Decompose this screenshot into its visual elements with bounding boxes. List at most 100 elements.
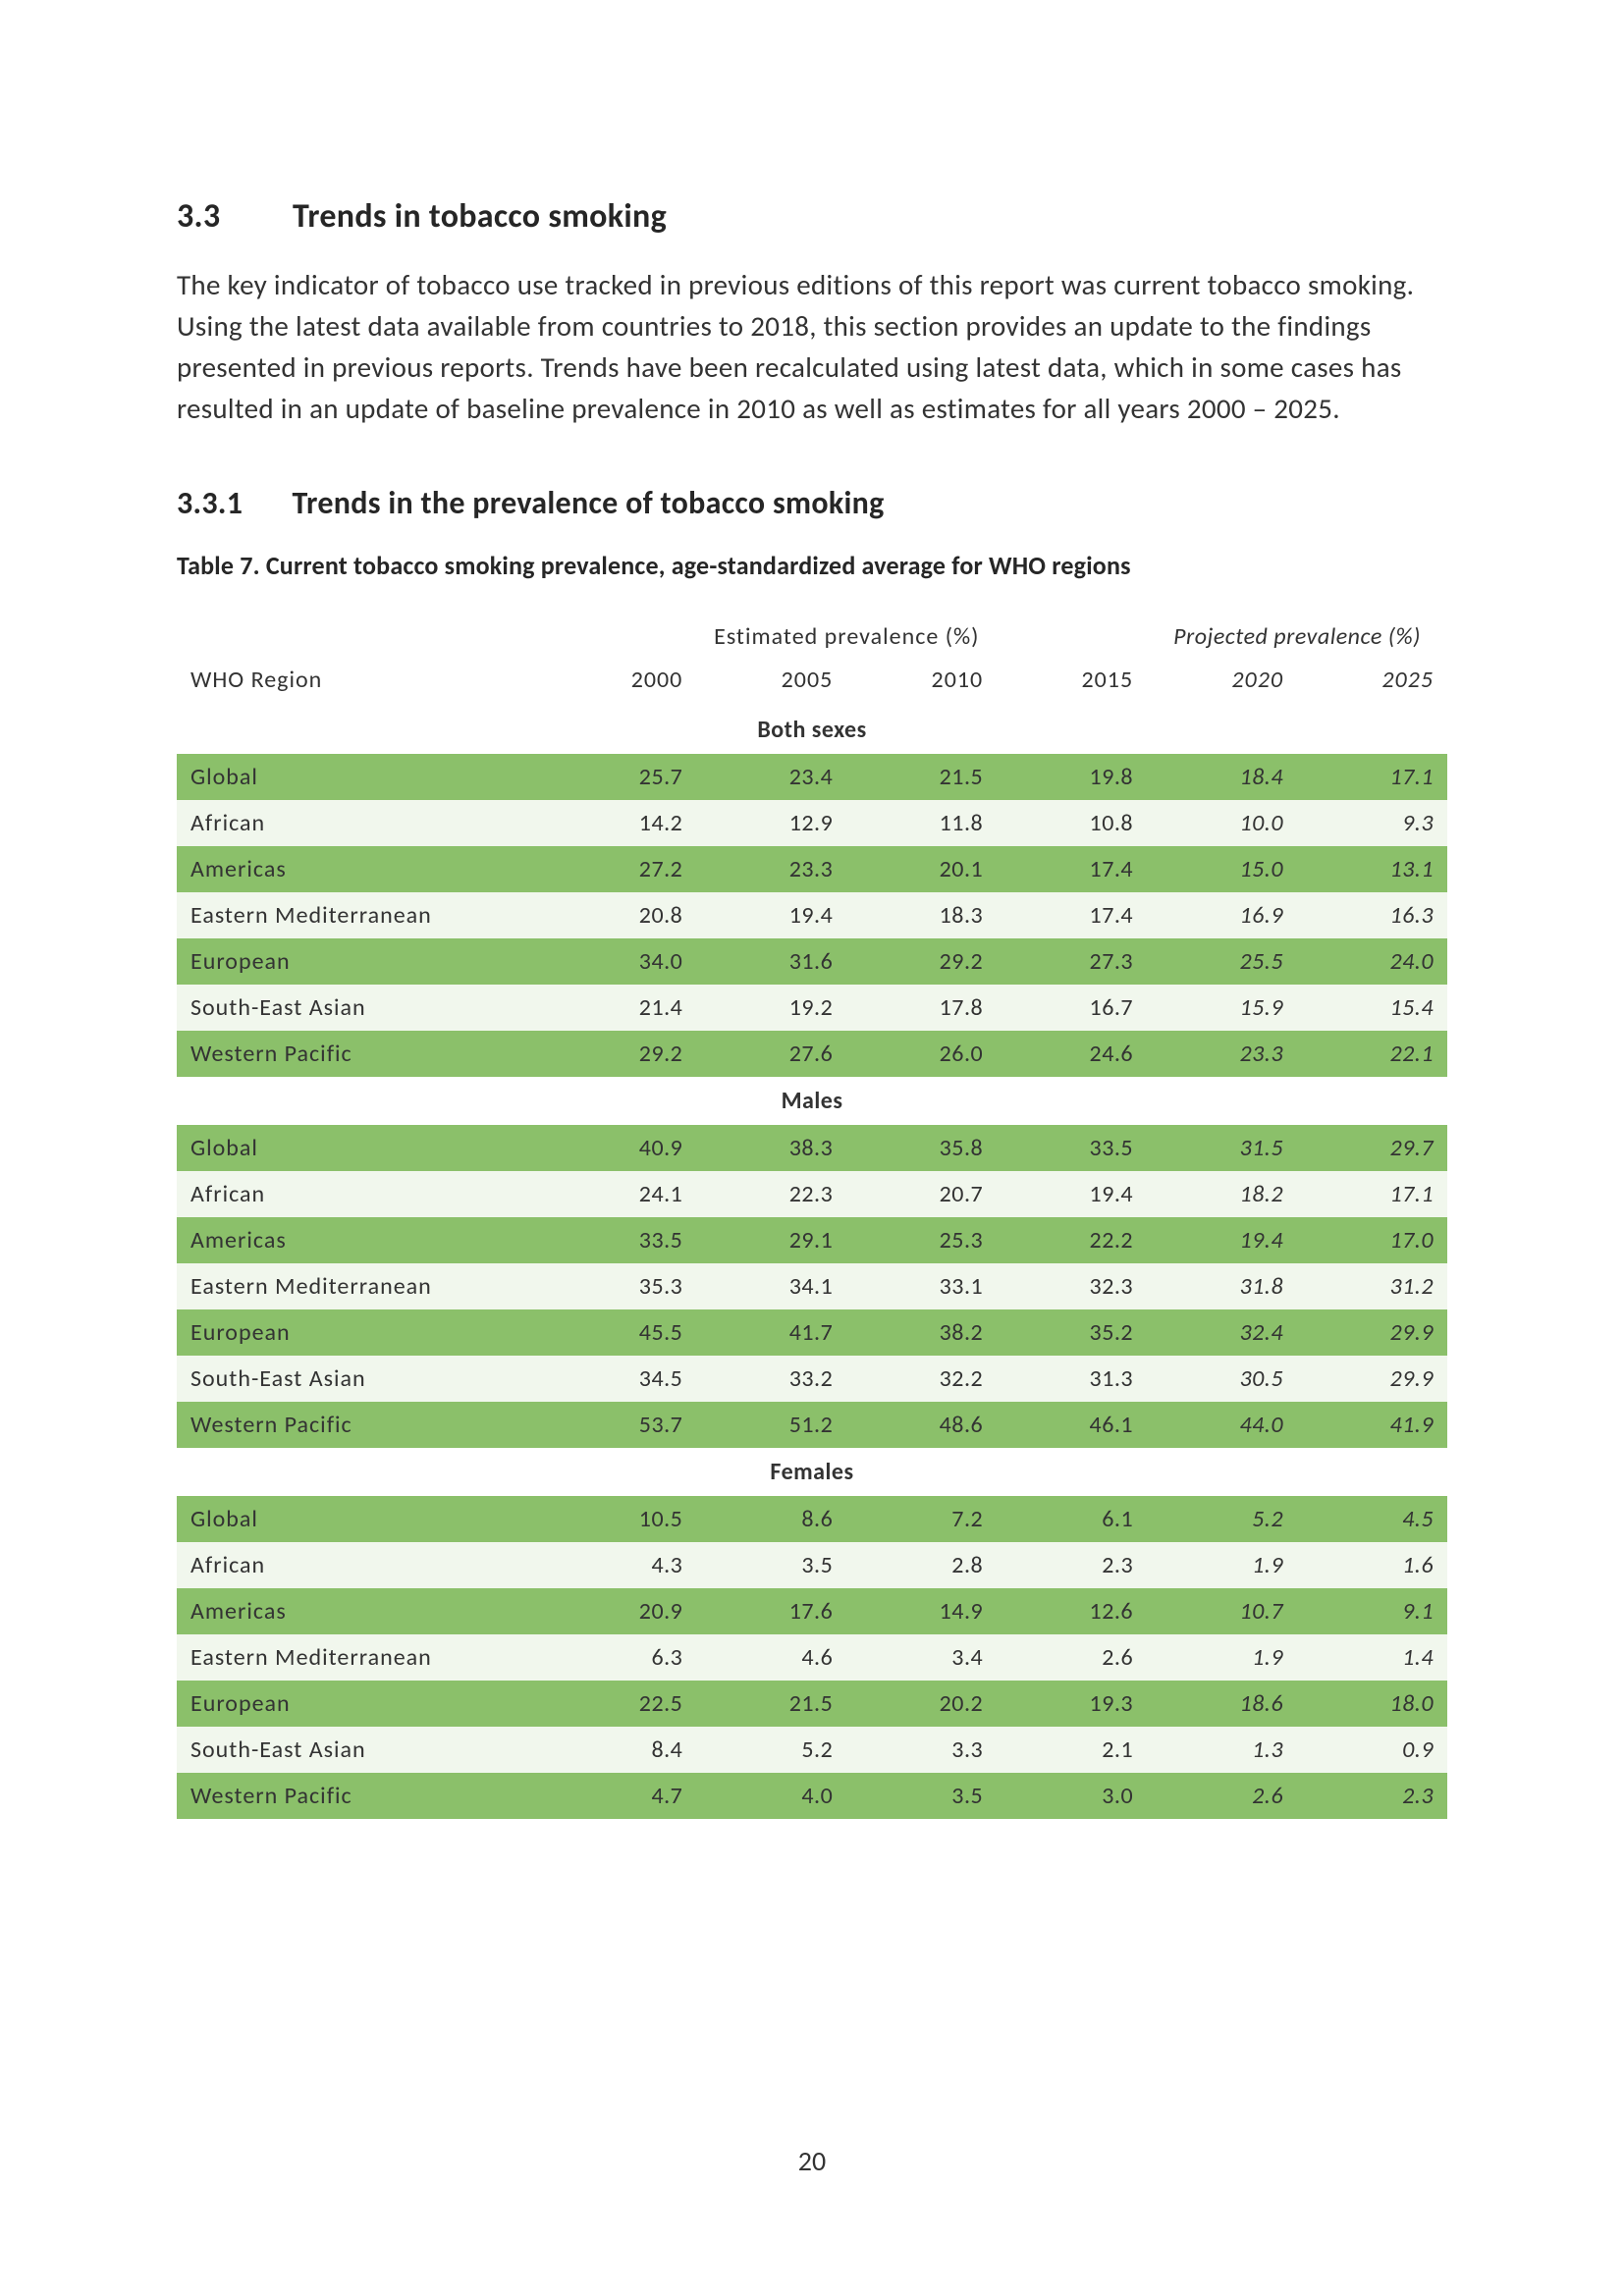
table-cell-value: 20.1 <box>846 846 997 892</box>
table-cell-region: European <box>177 938 546 985</box>
table-cell-value: 34.1 <box>696 1263 846 1309</box>
table-row: South-East Asian34.533.232.231.330.529.9 <box>177 1356 1447 1402</box>
table-cell-region: Global <box>177 754 546 800</box>
table-cell-value: 23.3 <box>696 846 846 892</box>
table-cell-region: Global <box>177 1496 546 1542</box>
table-cell-value: 51.2 <box>696 1402 846 1448</box>
table-row: Western Pacific4.74.03.53.02.62.3 <box>177 1773 1447 1819</box>
table-row: European22.521.520.219.318.618.0 <box>177 1681 1447 1727</box>
table-row: Global25.723.421.519.818.417.1 <box>177 754 1447 800</box>
table-cell-value-projected: 18.6 <box>1147 1681 1297 1727</box>
table-cell-value-projected: 30.5 <box>1147 1356 1297 1402</box>
table-group-header-row: Estimated prevalence (%) Projected preva… <box>177 605 1447 657</box>
table-cell-value: 20.2 <box>846 1681 997 1727</box>
table-cell-value: 22.5 <box>546 1681 696 1727</box>
table-year-2025: 2025 <box>1297 657 1447 706</box>
table-cell-value-projected: 9.1 <box>1297 1588 1447 1634</box>
table-cell-value-projected: 17.1 <box>1297 754 1447 800</box>
table-cell-value-projected: 24.0 <box>1297 938 1447 985</box>
table-cell-value: 12.9 <box>696 800 846 846</box>
table-year-2015: 2015 <box>997 657 1147 706</box>
table-region-header: WHO Region <box>177 657 546 706</box>
table-cell-value: 17.4 <box>997 846 1147 892</box>
table-cell-value-projected: 17.0 <box>1297 1217 1447 1263</box>
table-cell-value-projected: 4.5 <box>1297 1496 1447 1542</box>
table-cell-value: 12.6 <box>997 1588 1147 1634</box>
table-row: Western Pacific53.751.248.646.144.041.9 <box>177 1402 1447 1448</box>
table-cell-value-projected: 15.9 <box>1147 985 1297 1031</box>
table-cell-region: European <box>177 1309 546 1356</box>
table-cell-value: 32.2 <box>846 1356 997 1402</box>
table-cell-region: Western Pacific <box>177 1031 546 1077</box>
table-cell-value: 25.7 <box>546 754 696 800</box>
table-cell-value: 35.2 <box>997 1309 1147 1356</box>
table-cell-value: 17.4 <box>997 892 1147 938</box>
table-section-label: Males <box>177 1077 1447 1125</box>
table-cell-value: 53.7 <box>546 1402 696 1448</box>
table-row: African4.33.52.82.31.91.6 <box>177 1542 1447 1588</box>
table-cell-value: 35.8 <box>846 1125 997 1171</box>
table-cell-region: Eastern Mediterranean <box>177 1634 546 1681</box>
table-cell-value: 24.1 <box>546 1171 696 1217</box>
table-row: Global10.58.67.26.15.24.5 <box>177 1496 1447 1542</box>
table-cell-value: 33.5 <box>546 1217 696 1263</box>
table-cell-region: African <box>177 1542 546 1588</box>
table-cell-region: South-East Asian <box>177 1727 546 1773</box>
table-row: Americas20.917.614.912.610.79.1 <box>177 1588 1447 1634</box>
page-number: 20 <box>0 2144 1624 2178</box>
table-cell-value-projected: 2.6 <box>1147 1773 1297 1819</box>
table-row: Eastern Mediterranean35.334.133.132.331.… <box>177 1263 1447 1309</box>
table-cell-region: Western Pacific <box>177 1773 546 1819</box>
table-cell-value: 19.2 <box>696 985 846 1031</box>
section-heading: 3.3 Trends in tobacco smoking <box>177 196 1447 237</box>
table-cell-value: 19.8 <box>997 754 1147 800</box>
section-number: 3.3 <box>177 196 285 237</box>
table-cell-value-projected: 16.9 <box>1147 892 1297 938</box>
table-cell-value: 27.2 <box>546 846 696 892</box>
table-cell-value-projected: 18.0 <box>1297 1681 1447 1727</box>
table-cell-value: 21.5 <box>696 1681 846 1727</box>
table-cell-value: 2.6 <box>997 1634 1147 1681</box>
table-cell-region: Western Pacific <box>177 1402 546 1448</box>
table-cell-region: European <box>177 1681 546 1727</box>
table-cell-value: 4.0 <box>696 1773 846 1819</box>
table-row: European34.031.629.227.325.524.0 <box>177 938 1447 985</box>
table-cell-value: 2.1 <box>997 1727 1147 1773</box>
table-cell-value-projected: 15.0 <box>1147 846 1297 892</box>
table-cell-value: 48.6 <box>846 1402 997 1448</box>
table-cell-value: 29.1 <box>696 1217 846 1263</box>
table-cell-value-projected: 1.6 <box>1297 1542 1447 1588</box>
table-cell-value: 14.2 <box>546 800 696 846</box>
table-cell-value: 2.8 <box>846 1542 997 1588</box>
table-row: Western Pacific29.227.626.024.623.322.1 <box>177 1031 1447 1077</box>
table-row: Global40.938.335.833.531.529.7 <box>177 1125 1447 1171</box>
table-cell-region: Global <box>177 1125 546 1171</box>
table-cell-value: 35.3 <box>546 1263 696 1309</box>
table-cell-value: 16.7 <box>997 985 1147 1031</box>
section-title: Trends in tobacco smoking <box>293 196 667 237</box>
table-cell-value-projected: 32.4 <box>1147 1309 1297 1356</box>
table-row: European45.541.738.235.232.429.9 <box>177 1309 1447 1356</box>
table-caption: Table 7. Current tobacco smoking prevale… <box>177 550 1447 581</box>
table-cell-value-projected: 29.7 <box>1297 1125 1447 1171</box>
table-row: Eastern Mediterranean6.34.63.42.61.91.4 <box>177 1634 1447 1681</box>
table-cell-value-projected: 23.3 <box>1147 1031 1297 1077</box>
table-year-2000: 2000 <box>546 657 696 706</box>
table-cell-value-projected: 1.9 <box>1147 1542 1297 1588</box>
table-cell-value-projected: 10.7 <box>1147 1588 1297 1634</box>
table-cell-region: Americas <box>177 846 546 892</box>
table-cell-value-projected: 22.1 <box>1297 1031 1447 1077</box>
table-cell-value: 31.6 <box>696 938 846 985</box>
table-cell-value-projected: 19.4 <box>1147 1217 1297 1263</box>
table-group-estimated: Estimated prevalence (%) <box>546 605 1147 657</box>
table-cell-value: 19.3 <box>997 1681 1147 1727</box>
table-cell-value: 20.9 <box>546 1588 696 1634</box>
table-cell-value-projected: 0.9 <box>1297 1727 1447 1773</box>
table-cell-value-projected: 29.9 <box>1297 1356 1447 1402</box>
table-cell-value: 23.4 <box>696 754 846 800</box>
table-cell-region: South-East Asian <box>177 985 546 1031</box>
table-cell-value-projected: 18.2 <box>1147 1171 1297 1217</box>
table-cell-value: 6.1 <box>997 1496 1147 1542</box>
table-section-header: Males <box>177 1077 1447 1125</box>
table-cell-value-projected: 10.0 <box>1147 800 1297 846</box>
